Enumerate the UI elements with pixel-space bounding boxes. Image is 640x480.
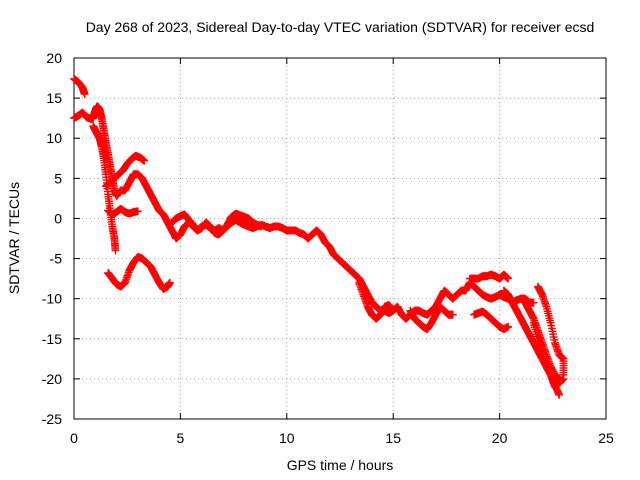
y-tick-label: 5 <box>54 170 62 186</box>
series-trace-c <box>89 122 120 255</box>
data-point <box>133 207 142 216</box>
data-point <box>448 310 457 319</box>
data-point <box>140 156 149 165</box>
series-trace-j <box>470 307 513 334</box>
y-tick-label: 0 <box>54 210 62 226</box>
axis-ticks <box>73 57 607 420</box>
y-axis-label: SDTVAR / TECUs <box>6 182 22 294</box>
x-tick-label: 20 <box>492 430 508 446</box>
series-trace-d <box>102 151 149 191</box>
y-tick-label: 20 <box>46 50 62 66</box>
data-point <box>504 322 513 331</box>
y-tick-label: -25 <box>42 411 62 427</box>
y-tick-label: -15 <box>42 331 62 347</box>
y-tick-label: 15 <box>46 90 62 106</box>
x-tick-label: 25 <box>598 430 614 446</box>
series-trace-o <box>529 318 568 391</box>
y-tick-label: -10 <box>42 291 62 307</box>
data-point <box>529 298 538 307</box>
y-tick-labels: 20 15 10 5 0 -5 -10 -15 -20 -25 <box>42 50 62 427</box>
data-point <box>257 222 266 231</box>
data-point <box>555 391 564 399</box>
x-tick-label: 10 <box>279 430 295 446</box>
grid <box>74 58 606 419</box>
data-point <box>111 246 120 255</box>
series-trace-a <box>70 74 89 98</box>
plot-frame <box>73 57 607 420</box>
y-tick-label: -20 <box>42 371 62 387</box>
data-point <box>559 374 568 383</box>
series-trace-k <box>465 270 513 283</box>
series-trace-g <box>167 209 266 239</box>
series-trace-i <box>406 302 457 334</box>
data-point <box>504 274 513 283</box>
series-trace-e <box>104 204 142 219</box>
x-tick-labels: 0 5 10 15 20 25 <box>70 430 614 446</box>
data-series <box>70 74 568 399</box>
data-point <box>165 278 174 287</box>
data-point <box>389 306 398 315</box>
chart-title: Day 268 of 2023, Sidereal Day-to-day VTE… <box>86 19 595 35</box>
y-tick-label: 10 <box>46 130 62 146</box>
x-tick-label: 0 <box>70 430 78 446</box>
series-trace-n <box>534 282 568 379</box>
series-trace-f <box>104 253 174 293</box>
x-axis-label: GPS time / hours <box>287 457 394 473</box>
y-tick-label: -5 <box>50 251 63 267</box>
x-tick-label: 15 <box>385 430 401 446</box>
series-trace-h <box>355 278 398 323</box>
data-point <box>80 90 89 98</box>
x-tick-label: 5 <box>177 430 185 446</box>
series-trace-b <box>70 102 538 323</box>
